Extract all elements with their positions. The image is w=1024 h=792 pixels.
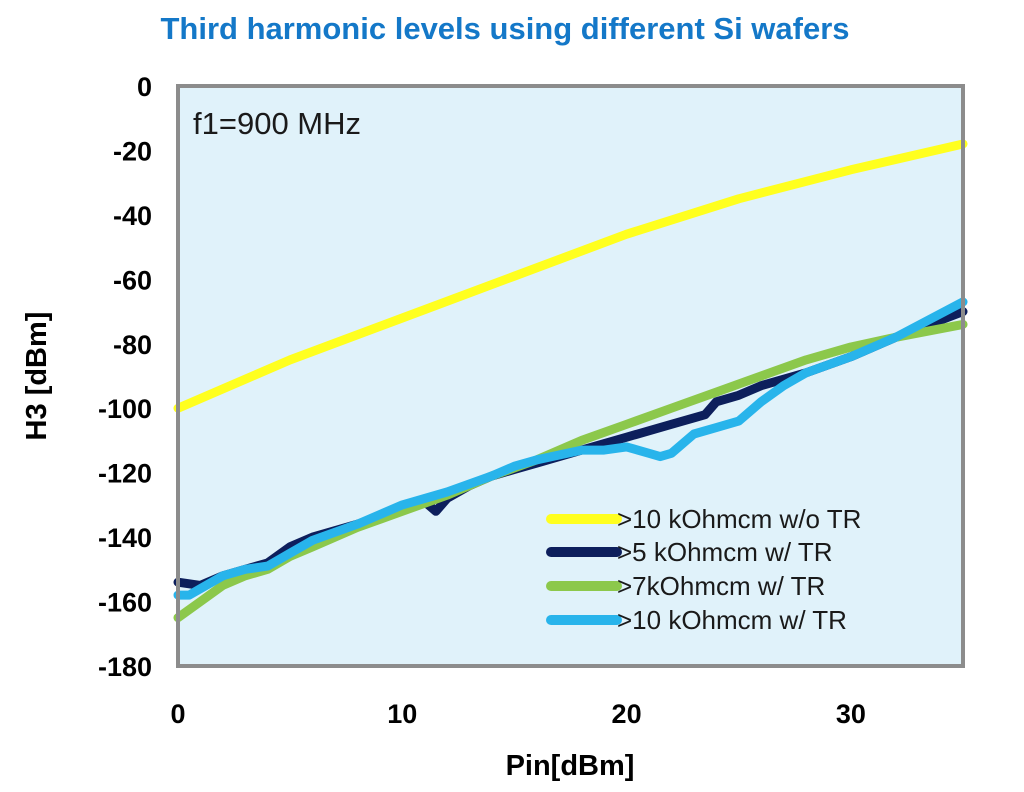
chart-title: Third harmonic levels using different Si… bbox=[160, 11, 849, 46]
y-tick-label: -20 bbox=[113, 136, 152, 166]
x-tick-label: 0 bbox=[170, 699, 185, 729]
legend: >10 kOhmcm w/o TR>5 kOhmcm w/ TR >7kOhmcm… bbox=[546, 504, 861, 635]
y-tick-label: -160 bbox=[98, 588, 152, 618]
x-tick-label: 10 bbox=[387, 699, 417, 729]
plot-border bbox=[176, 84, 965, 668]
legend-label-1: >10 kOhmcm w/o TR bbox=[617, 504, 861, 534]
series-line-4 bbox=[173, 297, 968, 600]
x-axis-label: Pin[dBm] bbox=[506, 750, 635, 782]
plot-area bbox=[178, 86, 963, 666]
y-tick-label: 0 bbox=[137, 72, 152, 102]
y-tick-label: -80 bbox=[113, 330, 152, 360]
x-tick-label: 20 bbox=[612, 699, 642, 729]
series-layer bbox=[173, 139, 968, 623]
legend-label-4: >10 kOhmcm w/ TR bbox=[617, 605, 847, 635]
legend-label-2: >5 kOhmcm w/ TR bbox=[617, 537, 833, 567]
y-axis-label: H3 [dBm] bbox=[21, 312, 53, 441]
frequency-annotation: f1=900 MHz bbox=[193, 106, 361, 141]
series-line-1 bbox=[173, 139, 968, 413]
y-tick-label: -100 bbox=[98, 394, 152, 424]
y-tick-label: -40 bbox=[113, 201, 152, 231]
x-tick-label: 30 bbox=[836, 699, 866, 729]
y-tick-label: -180 bbox=[98, 652, 152, 682]
y-tick-label: -60 bbox=[113, 265, 152, 295]
legend-label-3: >7kOhmcm w/ TR bbox=[617, 571, 825, 601]
y-axis: 0 -20 -40 -60 -80 -100 -120 -140 -160 -180 bbox=[98, 72, 152, 682]
y-tick-label: -120 bbox=[98, 459, 152, 489]
x-axis: 0 10 20 30 bbox=[170, 699, 865, 729]
y-tick-label: -140 bbox=[98, 523, 152, 553]
